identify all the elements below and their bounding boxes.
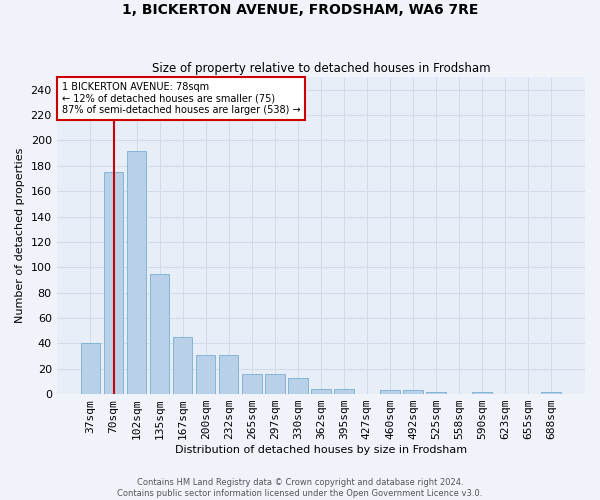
Bar bbox=[311, 389, 331, 394]
Text: 1, BICKERTON AVENUE, FRODSHAM, WA6 7RE: 1, BICKERTON AVENUE, FRODSHAM, WA6 7RE bbox=[122, 2, 478, 16]
Bar bbox=[426, 392, 446, 394]
Bar bbox=[380, 390, 400, 394]
Bar bbox=[150, 274, 169, 394]
Y-axis label: Number of detached properties: Number of detached properties bbox=[15, 148, 25, 324]
Bar bbox=[288, 378, 308, 394]
Bar bbox=[541, 392, 561, 394]
Bar bbox=[265, 374, 284, 394]
Bar bbox=[127, 150, 146, 394]
Bar bbox=[196, 355, 215, 394]
Bar bbox=[472, 392, 492, 394]
Bar bbox=[219, 355, 238, 394]
Bar bbox=[403, 390, 423, 394]
Title: Size of property relative to detached houses in Frodsham: Size of property relative to detached ho… bbox=[152, 62, 490, 74]
X-axis label: Distribution of detached houses by size in Frodsham: Distribution of detached houses by size … bbox=[175, 445, 467, 455]
Bar bbox=[173, 337, 193, 394]
Bar bbox=[242, 374, 262, 394]
Bar bbox=[80, 344, 100, 394]
Bar bbox=[104, 172, 123, 394]
Text: Contains HM Land Registry data © Crown copyright and database right 2024.
Contai: Contains HM Land Registry data © Crown c… bbox=[118, 478, 482, 498]
Bar bbox=[334, 389, 353, 394]
Text: 1 BICKERTON AVENUE: 78sqm
← 12% of detached houses are smaller (75)
87% of semi-: 1 BICKERTON AVENUE: 78sqm ← 12% of detac… bbox=[62, 82, 301, 115]
